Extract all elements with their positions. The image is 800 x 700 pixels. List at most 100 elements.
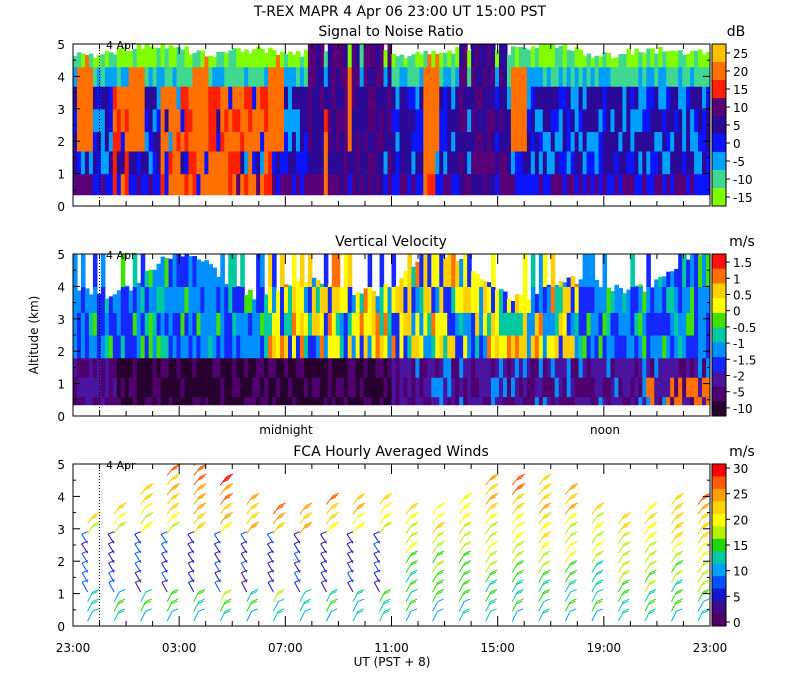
heatmap-cell: [120, 357, 126, 378]
heatmap-cell: [650, 173, 655, 196]
heatmap-cell: [582, 194, 588, 206]
heatmap-cell: [343, 312, 349, 336]
heatmap-cell: [427, 108, 432, 133]
vv-colorbar-unit: m/s: [729, 234, 755, 250]
heatmap-cell: [236, 286, 241, 287]
heatmap-cell: [379, 312, 385, 336]
wind-barb-flag: [144, 600, 151, 605]
heatmap-cell: [467, 50, 472, 68]
heatmap-cell: [614, 377, 620, 398]
heatmap-cell: [80, 173, 86, 196]
heatmap-cell: [419, 131, 424, 152]
heatmap-cell: [582, 254, 588, 287]
heatmap-cell: [487, 286, 492, 313]
heatmap-cell: [435, 404, 440, 416]
heatmap-cell: [268, 254, 273, 287]
heatmap-cell: [550, 173, 556, 196]
wind-barb-shaft: [267, 543, 274, 554]
heatmap-cell: [602, 357, 608, 378]
heatmap-cell: [602, 173, 608, 196]
heatmap-cell: [451, 335, 456, 359]
heatmap-cell: [359, 44, 365, 68]
x-tick-label: 19:00: [587, 641, 622, 655]
wind-barb-flag: [489, 591, 496, 595]
heatmap-cell: [678, 173, 683, 196]
heatmap-cell: [586, 131, 592, 152]
y-tick-label: 4: [57, 70, 65, 84]
heatmap-cell: [483, 131, 488, 152]
wind-barb-shaft: [373, 572, 381, 583]
heatmap-cell: [638, 286, 643, 313]
heatmap-cell: [184, 46, 190, 68]
heatmap-cell: [614, 284, 620, 287]
heatmap-cell: [256, 86, 261, 110]
wind-barb-flag: [224, 600, 231, 605]
heatmap-cell: [244, 335, 249, 359]
heatmap-cell: [196, 377, 201, 398]
heatmap-cell: [530, 357, 536, 378]
heatmap-cell: [455, 357, 460, 378]
heatmap-cell: [395, 56, 401, 68]
heatmap-cell: [128, 194, 134, 206]
heatmap-cell: [650, 287, 655, 313]
wind-barb-flag: [92, 523, 99, 527]
vv-title: Vertical Velocity: [335, 234, 447, 250]
heatmap-cell: [311, 286, 317, 313]
wind-barb-flag: [357, 504, 365, 508]
wind-barb-flag: [411, 550, 418, 554]
heatmap-cell: [168, 312, 174, 336]
wind-barb-shaft: [564, 591, 571, 602]
wind-barb-flag: [624, 531, 631, 535]
heatmap-cell: [264, 404, 269, 416]
heatmap-cell: [626, 357, 631, 378]
wind-barb-flag: [331, 608, 338, 612]
heatmap-cell: [666, 271, 671, 287]
heatmap-cell: [140, 254, 146, 287]
heatmap-cell: [120, 47, 126, 68]
wind-barb-flag: [359, 511, 366, 516]
heatmap-cell: [124, 50, 130, 68]
heatmap-cell: [570, 396, 576, 406]
colorbar-tick-label: 0: [733, 616, 741, 630]
heatmap-cell: [475, 396, 480, 406]
heatmap-cell: [268, 396, 273, 406]
heatmap-cell: [212, 335, 217, 359]
heatmap-cell: [303, 49, 309, 68]
heatmap-cell: [594, 86, 600, 110]
heatmap-cell: [590, 150, 596, 175]
wind-barb-flag: [198, 494, 206, 499]
heatmap-cell: [335, 377, 341, 398]
heatmap-cell: [443, 131, 448, 152]
heatmap-cell: [180, 150, 186, 175]
heatmap-cell: [379, 404, 385, 416]
heatmap-cell: [530, 131, 536, 152]
heatmap-cell: [88, 312, 94, 336]
heatmap-cell: [498, 377, 504, 398]
heatmap-cell: [650, 404, 655, 416]
wind-barb-flag: [411, 579, 418, 583]
heatmap-cell: [698, 312, 703, 336]
heatmap-cell: [192, 256, 198, 287]
heatmap-cell: [546, 44, 552, 68]
wind-barb-flag: [226, 511, 233, 516]
x-tick-label: 03:00: [162, 641, 197, 655]
heatmap-cell: [272, 173, 277, 196]
heatmap-cell: [387, 108, 393, 133]
heatmap-cell: [88, 335, 94, 359]
heatmap-cell: [542, 254, 548, 287]
heatmap-cell: [355, 194, 361, 206]
heatmap-cell: [152, 404, 158, 416]
heatmap-cell: [658, 404, 663, 416]
heatmap-cell: [642, 108, 647, 133]
wind-barb-flag: [596, 542, 603, 547]
heatmap-cell: [455, 312, 460, 336]
heatmap-cell: [459, 258, 464, 287]
heatmap-cell: [670, 108, 675, 133]
heatmap-cell: [467, 131, 472, 152]
heatmap-cell: [228, 312, 233, 336]
wind-barb-shaft: [134, 582, 142, 593]
heatmap-cell: [256, 396, 261, 406]
wind-barb-flag: [675, 600, 682, 605]
heatmap-cell: [220, 86, 225, 110]
heatmap-cell: [100, 66, 106, 87]
